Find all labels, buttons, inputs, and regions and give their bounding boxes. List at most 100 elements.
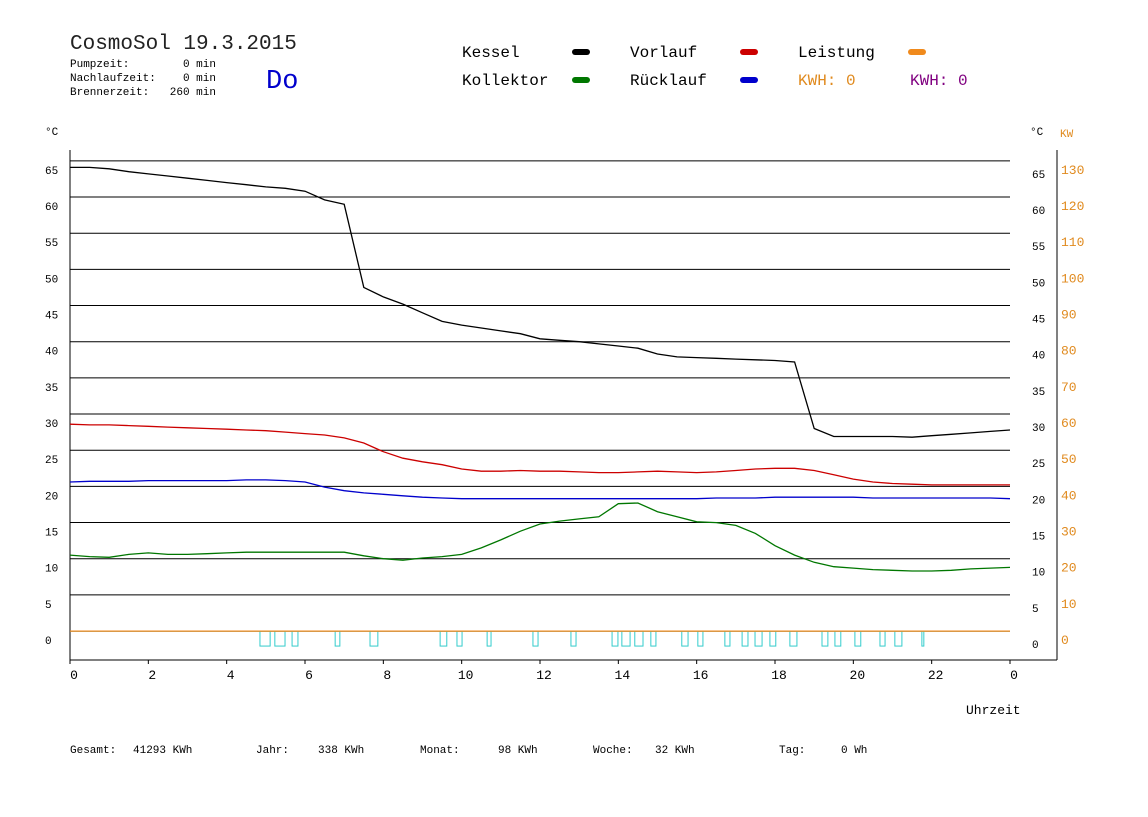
y-tick-label-right: 25: [1032, 459, 1045, 471]
y2-tick-label: 110: [1061, 235, 1084, 250]
y-tick-label: 60: [45, 202, 58, 214]
y-tick-label-right: 15: [1032, 532, 1045, 544]
y2-tick-label: 50: [1061, 452, 1077, 467]
footer-label: Tag:: [779, 745, 805, 757]
pump-pulse: [259, 630, 271, 647]
footer-value: 41293 KWh: [133, 745, 192, 757]
pump-pulse: [741, 630, 749, 647]
pump-pulse: [369, 630, 379, 647]
y-tick-label-right: 10: [1032, 568, 1045, 580]
y-tick-label-right: 30: [1032, 423, 1045, 435]
y-tick-label-right: 5: [1032, 604, 1039, 616]
footer-label: Monat:: [420, 745, 460, 757]
x-tick-label: 18: [771, 668, 787, 683]
pump-pulse: [634, 630, 644, 647]
pump-pulse: [754, 630, 763, 647]
y-tick-label: 20: [45, 491, 58, 503]
y-tick-label-right: 20: [1032, 495, 1045, 507]
time-label: Nachlaufzeit:: [70, 73, 156, 85]
y2-tick-label: 130: [1061, 163, 1084, 178]
pump-pulse: [789, 630, 798, 647]
x-tick-label: 16: [693, 668, 709, 683]
pump-pulse: [456, 630, 463, 647]
series-line: [70, 166, 1011, 438]
time-label: Pumpzeit:: [70, 59, 129, 71]
pump-pulse: [697, 630, 704, 647]
time-value: 0 min: [183, 73, 216, 85]
y-tick-label: 35: [45, 383, 58, 395]
kwh-label: KWH: 0: [798, 72, 856, 90]
x-tick-label: 2: [148, 668, 156, 683]
footer-value: 32 KWh: [655, 745, 695, 757]
footer-label: Woche:: [593, 745, 633, 757]
y2-tick-label: 60: [1061, 416, 1077, 431]
series-line: [69, 423, 1010, 486]
y-tick-label: 15: [45, 528, 58, 540]
pump-pulse: [274, 630, 286, 647]
legend-label: Kollektor: [462, 72, 548, 90]
kwh-label: KWH: 0: [910, 72, 968, 90]
y2-tick-label: 70: [1061, 380, 1077, 395]
footer-value: 98 KWh: [498, 745, 538, 757]
x-label: Uhrzeit: [966, 703, 1021, 718]
y2-tick-label: 10: [1061, 597, 1077, 612]
time-value: 0 min: [183, 59, 216, 71]
pump-pulse: [439, 630, 448, 647]
y-tick-label-right: 40: [1032, 351, 1045, 363]
pump-pulse: [650, 630, 657, 647]
x-tick-label: 12: [536, 668, 552, 683]
pump-pulse: [921, 630, 925, 647]
y-tick-label: 65: [45, 166, 58, 178]
pump-pulse: [570, 630, 577, 647]
x-tick-label: 6: [305, 668, 313, 683]
y-tick-label-right: 60: [1032, 206, 1045, 218]
y-tick-label: 25: [45, 455, 58, 467]
time-label: Brennerzeit:: [70, 87, 149, 99]
y-tick-label-right: 45: [1032, 315, 1045, 327]
x-tick-label: 14: [615, 668, 631, 683]
y2-tick-label: 80: [1061, 344, 1077, 359]
legend-label: Leistung: [798, 44, 875, 62]
pump-pulse: [821, 630, 829, 647]
legend-label: Rücklauf: [630, 72, 707, 90]
pump-pulse: [854, 630, 862, 647]
y-tick-label: 50: [45, 274, 58, 286]
y2-unit: KW: [1060, 129, 1074, 141]
pump-pulse: [894, 630, 903, 647]
x-tick-label: 20: [850, 668, 866, 683]
series-line: [69, 502, 1011, 572]
day: Do: [266, 67, 298, 97]
pump-pulse: [334, 630, 341, 647]
y-tick-label: 0: [45, 636, 52, 648]
y2-tick-label: 0: [1061, 633, 1069, 648]
x-tick-label: 0: [1010, 668, 1018, 683]
pump-pulse: [879, 630, 886, 647]
y-tick-label: 40: [45, 347, 58, 359]
footer-value: 0 Wh: [841, 745, 867, 757]
pump-pulse: [486, 630, 492, 647]
y2-tick-label: 40: [1061, 488, 1077, 503]
y2-tick-label: 20: [1061, 561, 1077, 576]
x-tick-label: 4: [227, 668, 235, 683]
x-tick-label: 0: [70, 668, 78, 683]
legend-label: Vorlauf: [630, 44, 697, 62]
y-tick-label-right: 50: [1032, 278, 1045, 290]
y-tick-label-right: 55: [1032, 242, 1045, 254]
y-label: °C: [45, 127, 59, 139]
y2-tick-label: 30: [1061, 525, 1077, 540]
y-tick-label: 30: [45, 419, 58, 431]
x-tick-label: 10: [458, 668, 474, 683]
pump-pulse: [724, 630, 731, 647]
y2-tick-label: 120: [1061, 199, 1084, 214]
y-tick-label-right: 0: [1032, 640, 1039, 652]
footer-label: Jahr:: [256, 745, 289, 757]
legend-label: Kessel: [462, 44, 520, 62]
series-line: [69, 479, 1011, 500]
y-tick-label-right: 65: [1032, 170, 1045, 182]
y2-tick-label: 100: [1061, 271, 1084, 286]
pump-pulse: [611, 630, 619, 647]
pump-pulse: [621, 630, 631, 647]
time-value: 260 min: [170, 87, 216, 99]
pump-pulse: [769, 630, 777, 647]
